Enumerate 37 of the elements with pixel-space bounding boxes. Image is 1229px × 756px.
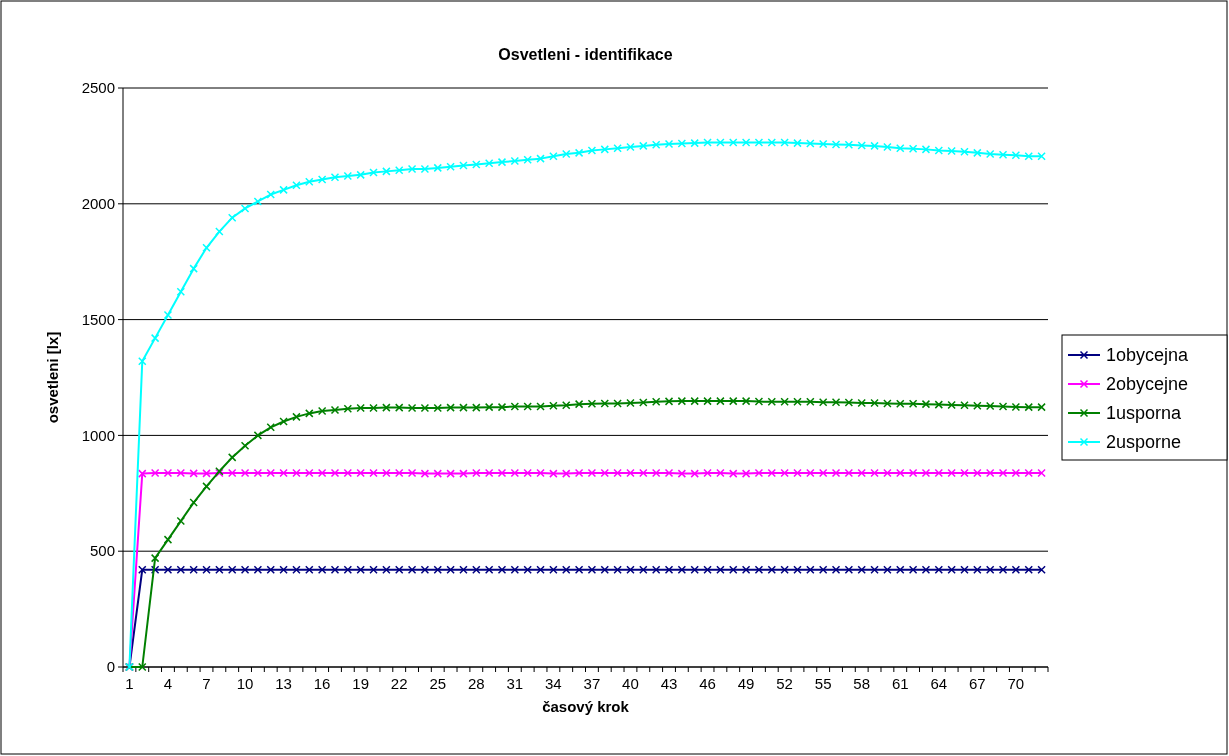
x-tick-label: 40 (622, 675, 639, 692)
y-axis-title: osvetleni [lx] (44, 331, 61, 424)
legend-label: 1obycejna (1106, 345, 1190, 366)
x-tick-label: 61 (891, 675, 909, 692)
x-tick-label: 25 (429, 675, 447, 692)
x-tick-label: 10 (236, 675, 254, 692)
x-tick-label: 34 (545, 675, 562, 692)
x-tick-label: 58 (853, 675, 871, 692)
x-tick-label: 49 (737, 675, 755, 692)
x-tick-label: 4 (163, 675, 173, 692)
x-tick-label: 1 (125, 675, 134, 692)
y-tick-label: 0 (106, 658, 115, 676)
chart-title: Osvetleni - identifikace (498, 46, 673, 63)
x-tick-label: 67 (969, 675, 986, 692)
y-tick-label: 2000 (81, 195, 115, 213)
x-tick-label: 46 (699, 675, 716, 692)
x-tick-label: 64 (930, 675, 948, 692)
legend-label: 2usporne (1106, 432, 1182, 453)
x-tick-label: 52 (776, 675, 793, 692)
legend-label: 1usporna (1106, 403, 1183, 424)
x-tick-label: 16 (313, 675, 331, 692)
x-tick-label: 22 (390, 675, 408, 692)
x-tick-label: 13 (275, 675, 292, 692)
legend-label: 2obycejne (1106, 374, 1189, 395)
y-tick-label: 500 (89, 542, 115, 560)
y-tick-label: 1500 (81, 310, 115, 328)
y-tick-label: 2500 (81, 79, 115, 97)
x-tick-label: 43 (660, 675, 678, 692)
y-tick-label: 1000 (81, 426, 115, 444)
x-tick-label: 28 (467, 675, 485, 692)
x-tick-label: 7 (202, 675, 211, 692)
x-tick-label: 19 (352, 675, 370, 692)
x-tick-label: 37 (583, 675, 601, 692)
x-tick-label: 55 (814, 675, 832, 692)
x-tick-label: 31 (506, 675, 524, 692)
x-axis-title: časový krok (542, 698, 630, 715)
x-tick-label: 70 (1007, 675, 1025, 692)
